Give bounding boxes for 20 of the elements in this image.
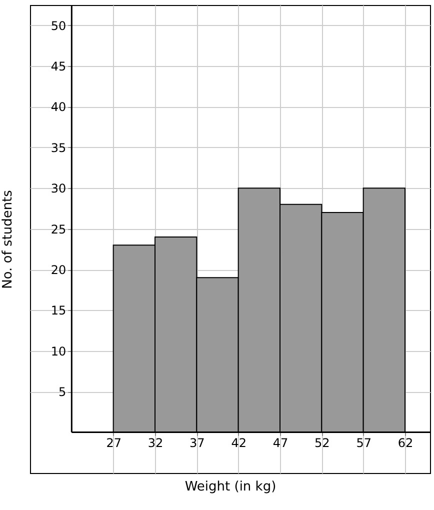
x-tick-label: 42	[231, 436, 246, 450]
y-tick-label: 35	[50, 140, 66, 155]
y-tick-label: 10	[50, 344, 66, 358]
x-tick-label: 37	[190, 436, 205, 450]
y-tick-label: 40	[50, 100, 66, 114]
x-tick-label: 62	[398, 436, 414, 450]
x-tick-label: 32	[148, 436, 164, 450]
x-tick-label: 52	[314, 436, 330, 450]
y-tick-label: 20	[50, 263, 66, 278]
y-tick-label: 25	[50, 222, 66, 236]
y-tick-label: 5	[58, 385, 66, 400]
x-tick-label: 27	[106, 436, 122, 450]
y-tick-label: 30	[50, 182, 66, 196]
x-axis-title: Weight (in kg)	[184, 480, 276, 495]
x-tick-label: 57	[356, 436, 372, 450]
y-tick-label: 50	[50, 18, 66, 33]
y-tick-label: 45	[50, 60, 66, 74]
x-tick-label: 47	[272, 436, 288, 450]
y-axis-title: No. of students	[0, 190, 16, 289]
y-tick-label: 15	[50, 304, 66, 318]
